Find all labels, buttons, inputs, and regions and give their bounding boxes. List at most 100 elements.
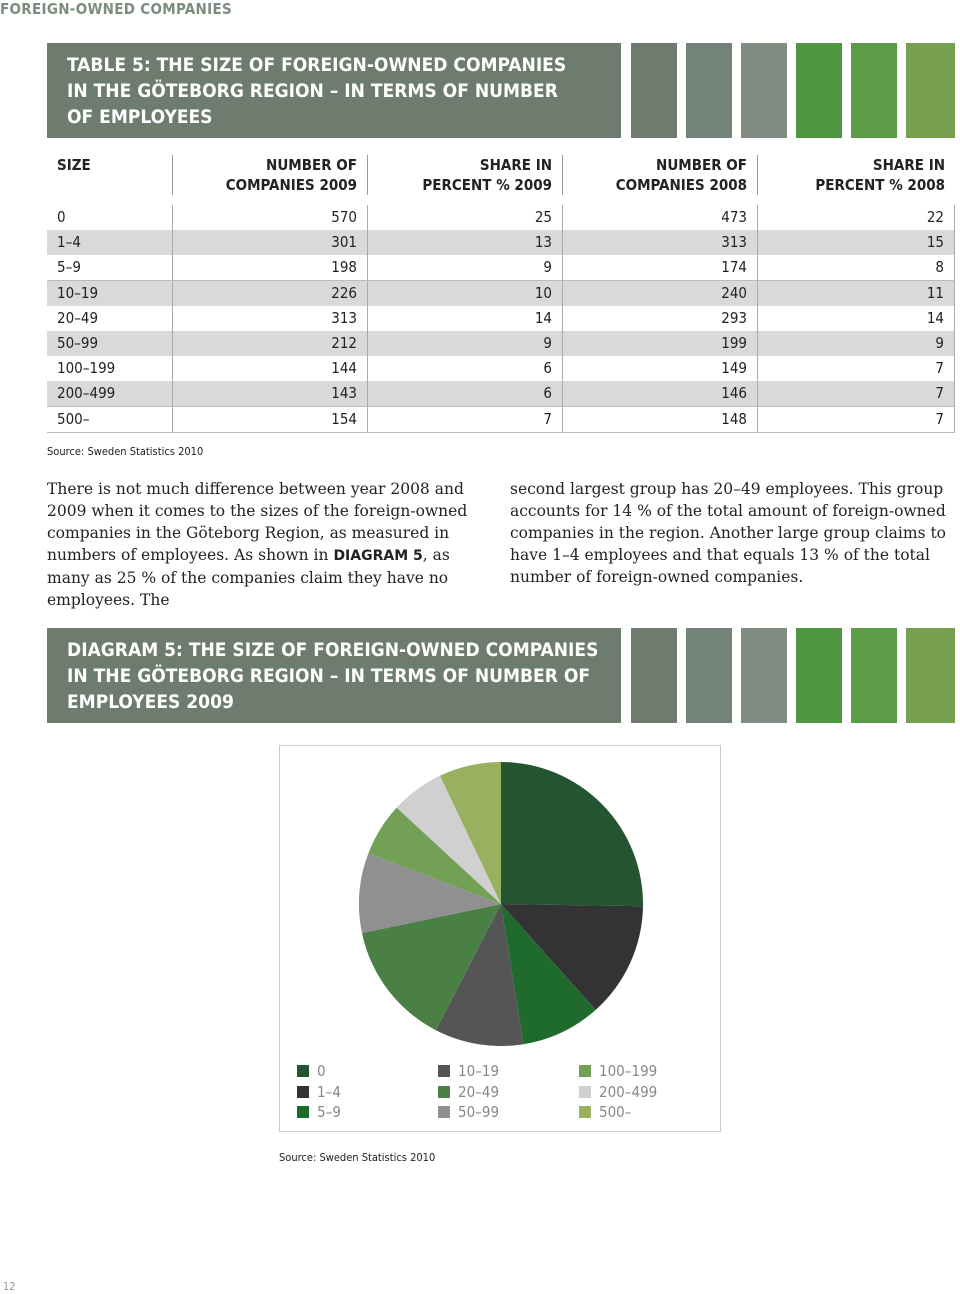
pie-slice (368, 807, 501, 904)
chart-source: Source: Sweden Statistics 2010 (279, 1151, 436, 1164)
table: SIZE NUMBER OF COMPANIES 2009 SHARE IN PERCE… (47, 155, 955, 435)
legend-swatch (579, 1065, 591, 1077)
row-bg (47, 230, 955, 257)
title-line: DIAGRAM 5: THE SIZE OF FOREIGN-OWNED COM… (67, 639, 599, 661)
legend-swatch (297, 1065, 309, 1077)
table-cell: 7 (367, 406, 562, 432)
legend-swatch (438, 1065, 450, 1077)
table-cell: 198 (172, 255, 367, 281)
pie-slice (501, 904, 643, 1010)
page-number: 12 (3, 1280, 16, 1293)
table-cell: 22 (757, 205, 955, 230)
table-cell: 9 (367, 255, 562, 281)
legend-label: 0 (317, 1062, 326, 1080)
legend-label: 10–19 (458, 1062, 500, 1080)
pie-slice (501, 762, 643, 907)
legend-item: 5–9 (297, 1102, 341, 1122)
table-cell: 148 (562, 406, 757, 432)
table-cell: 313 (562, 230, 757, 256)
decor-square (686, 43, 732, 138)
table-cell: 149 (562, 356, 757, 382)
text: There is not much difference between yea… (47, 480, 468, 564)
pie-slice (435, 904, 524, 1046)
pie-slice (439, 762, 501, 904)
column-header: SHARE IN PERCENT % 2008 (757, 155, 955, 195)
table-cell: 10–19 (57, 283, 99, 302)
header-line: PERCENT % 2009 (422, 176, 552, 194)
table-cell: 174 (562, 255, 757, 281)
table-cell: 1–4 (57, 233, 81, 252)
legend-swatch (579, 1106, 591, 1118)
header-line: SIZE (57, 156, 91, 174)
legend-item: 1–4 (297, 1082, 341, 1102)
table-cell: 10 (367, 280, 562, 306)
decor-square (741, 43, 787, 138)
paragraph: There is not much difference between yea… (47, 478, 492, 611)
table-cell: 7 (757, 381, 955, 407)
legend-item: 0 (297, 1061, 326, 1081)
table-cell: 0 (57, 208, 66, 226)
table-cell: 13 (367, 230, 562, 256)
legend-label: 500– (599, 1103, 632, 1121)
legend-label: 200–499 (599, 1082, 658, 1101)
section-header: FOREIGN-OWNED COMPANIES (0, 0, 232, 18)
legend-swatch (579, 1085, 591, 1098)
decor-square (851, 43, 897, 138)
table-cell: 8 (757, 255, 955, 281)
legend-item: 500– (579, 1102, 632, 1122)
table-cell: 9 (757, 331, 955, 356)
column-header: NUMBER OF COMPANIES 2008 (562, 155, 757, 195)
table-cell: 240 (562, 280, 757, 306)
chart-title: DIAGRAM 5: THE SIZE OF FOREIGN-OWNED COM… (47, 628, 621, 723)
decor-square (906, 43, 955, 138)
decor-square (906, 628, 955, 723)
table-cell: 20–49 (57, 308, 99, 327)
table-cell: 154 (172, 406, 367, 432)
title-line: TABLE 5: THE SIZE OF FOREIGN-OWNED COMPA… (67, 54, 567, 76)
table-cell: 313 (172, 305, 367, 331)
table-cell: 146 (562, 381, 757, 407)
legend-item: 100–199 (579, 1061, 657, 1081)
table-source: Source: Sweden Statistics 2010 (47, 445, 204, 458)
decor-square (796, 43, 842, 138)
decor-square (741, 628, 787, 723)
decor-square (631, 43, 677, 138)
table-cell: 301 (172, 230, 367, 256)
row-bg (47, 406, 955, 433)
row-bg (47, 331, 955, 357)
column-header: NUMBER OF COMPANIES 2009 (172, 155, 367, 195)
header-line: COMPANIES 2008 (615, 176, 747, 194)
header-line: SHARE IN (872, 156, 945, 174)
table-title: TABLE 5: THE SIZE OF FOREIGN-OWNED COMPA… (47, 43, 621, 138)
table-cell: 9 (367, 331, 562, 356)
table-cell: 50–99 (57, 334, 99, 352)
legend-label: 20–49 (458, 1082, 500, 1101)
table-cell: 7 (757, 356, 955, 382)
table-cell: 7 (757, 406, 955, 432)
column-header: SHARE IN PERCENT % 2009 (367, 155, 562, 195)
table-cell: 11 (757, 280, 955, 306)
reference: DIAGRAM 5 (333, 548, 423, 564)
legend-label: 5–9 (317, 1103, 341, 1121)
legend-label: 50–99 (458, 1103, 500, 1121)
legend-item: 50–99 (438, 1102, 499, 1122)
table-cell: 200–499 (57, 384, 116, 403)
title-line: IN THE GÖTEBORG REGION – IN TERMS OF NUM… (67, 665, 591, 687)
legend-item: 10–19 (438, 1061, 499, 1081)
decor-square (686, 628, 732, 723)
legend-label: 100–199 (599, 1062, 658, 1080)
pie-chart (359, 762, 643, 1046)
decor-square (851, 628, 897, 723)
table-cell: 293 (562, 305, 757, 331)
header-line: NUMBER OF (656, 156, 747, 174)
pie-slice (359, 853, 501, 934)
paragraph: second largest group has 20–49 employees… (510, 480, 947, 586)
title-line: OF EMPLOYEES (67, 106, 213, 128)
table-cell: 5–9 (57, 258, 81, 277)
table-cell: 6 (367, 356, 562, 382)
table-cell: 212 (172, 331, 367, 356)
table-cell: 143 (172, 381, 367, 407)
table-cell: 199 (562, 331, 757, 356)
decor-square (631, 628, 677, 723)
